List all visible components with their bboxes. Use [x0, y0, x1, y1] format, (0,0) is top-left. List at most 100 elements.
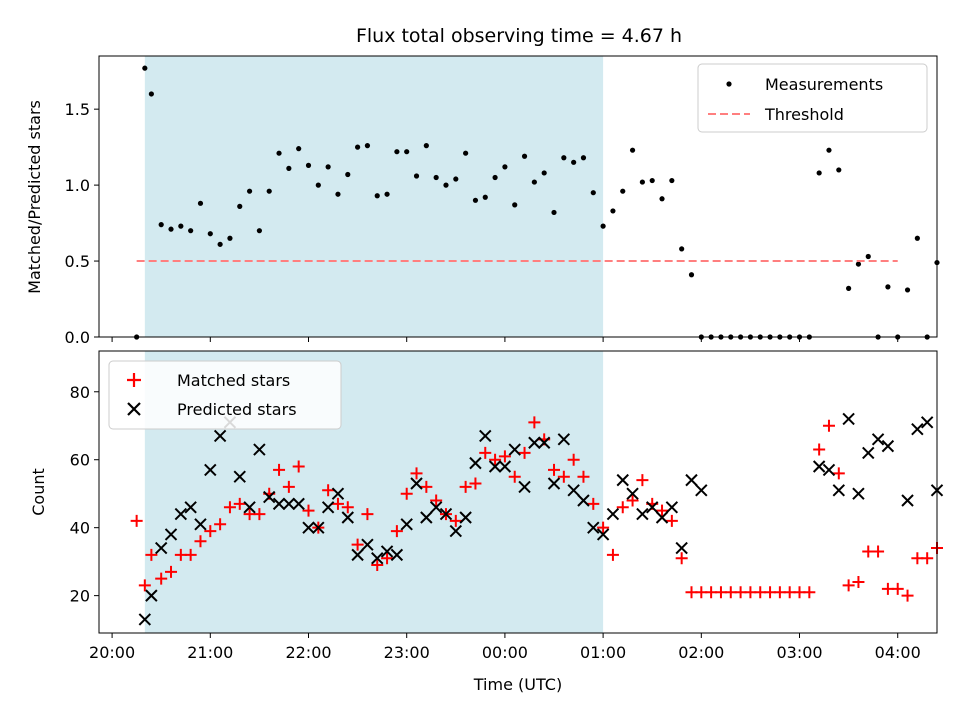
x-tick-label: 00:00: [482, 643, 528, 662]
matched-star-point: [253, 508, 266, 521]
matched-star-point: [449, 514, 462, 527]
measurement-point: [571, 159, 577, 165]
measurement-point: [561, 155, 567, 161]
measurement-point: [315, 182, 321, 188]
predicted-star-point: [557, 433, 571, 446]
predicted-star-point: [282, 497, 296, 511]
measurement-point: [463, 150, 469, 156]
matched-star-point: [616, 501, 629, 514]
y-tick-label: 0.0: [65, 328, 90, 347]
measurement-point: [296, 146, 302, 152]
matched-star-point: [430, 494, 443, 507]
matched-star-point: [341, 501, 354, 514]
measurement-point: [620, 188, 626, 194]
y-tick-label: 1.5: [65, 100, 90, 119]
measurement-point: [816, 170, 822, 176]
y-tick-label: 40: [70, 519, 90, 538]
predicted-star-point: [243, 501, 256, 514]
matched-star-point: [400, 487, 413, 500]
predicted-star-point: [400, 518, 413, 531]
legend-measurements-label: Measurements: [765, 75, 883, 94]
predicted-star-point: [321, 501, 335, 514]
top-y-axis-label: Matched/Predicted stars: [25, 100, 44, 294]
matched-star-point: [130, 514, 143, 527]
x-tick-label: 03:00: [776, 643, 822, 662]
legend-matched-marker: [127, 373, 141, 387]
predicted-star-point: [812, 460, 826, 473]
measurement-point: [227, 235, 233, 241]
predicted-star-point: [626, 487, 639, 500]
measurement-point: [482, 194, 488, 200]
matched-star-point: [587, 497, 600, 510]
measurement-point: [266, 188, 272, 194]
measurement-point: [246, 188, 253, 194]
matched-star-point: [921, 552, 934, 565]
measurement-point: [394, 149, 400, 155]
predicted-star-point: [655, 511, 669, 524]
matched-star-point: [469, 477, 482, 490]
predicted-star-point: [587, 521, 600, 534]
measurement-point: [286, 165, 292, 171]
y-tick-label: 20: [70, 587, 90, 606]
measurement-point: [325, 164, 331, 170]
matched-star-point: [322, 484, 335, 497]
matched-star-point: [331, 497, 344, 510]
matched-star-point: [852, 576, 865, 589]
measurement-point: [148, 91, 154, 97]
predicted-star-point: [675, 541, 688, 555]
y-tick-label: 80: [70, 383, 90, 402]
predicted-star-point: [646, 501, 659, 514]
matched-star-point: [302, 504, 315, 517]
measurement-point: [492, 174, 498, 181]
x-tick-label: 21:00: [187, 643, 233, 662]
predicted-star-point: [508, 443, 521, 456]
measurement-point: [521, 153, 528, 159]
predicted-star-point: [253, 443, 266, 456]
measurement-point: [276, 150, 282, 156]
measurement-point: [345, 171, 351, 178]
matched-star-point: [557, 470, 570, 483]
measurement-point: [384, 191, 390, 197]
measurement-point: [904, 287, 911, 293]
measurement-point: [472, 197, 479, 203]
matched-star-point: [842, 579, 855, 592]
measurement-point: [443, 182, 449, 188]
bottom-series-layer: [130, 412, 944, 626]
matched-star-point: [479, 446, 492, 459]
predicted-star-point: [420, 511, 433, 524]
predicted-star-point: [920, 416, 934, 429]
predicted-star-point: [449, 524, 463, 538]
x-tick-label: 04:00: [875, 643, 921, 662]
measurement-point: [865, 253, 871, 260]
predicted-star-point: [263, 490, 276, 504]
matched-star-point: [223, 501, 236, 514]
measurement-point: [168, 226, 174, 232]
predicted-star-point: [302, 521, 315, 534]
measurement-point: [885, 284, 891, 290]
predicted-star-point: [479, 429, 492, 443]
y-tick-label: 60: [70, 451, 90, 470]
predicted-star-point: [911, 422, 924, 436]
measurement-point: [364, 143, 371, 149]
top-legend-box: [697, 63, 928, 133]
matched-star-point: [204, 525, 217, 538]
bottom-legend: Matched stars Predicted stars: [108, 360, 342, 430]
measurement-point: [217, 241, 223, 247]
measurement-point: [404, 149, 410, 155]
top-x-ticks: [111, 337, 899, 342]
legend-predicted-label: Predicted stars: [177, 400, 297, 419]
predicted-star-point: [174, 507, 188, 521]
y-tick-label: 1.0: [65, 176, 90, 195]
matched-star-point: [390, 525, 403, 538]
predicted-star-point: [371, 552, 384, 565]
matched-star-point: [813, 443, 826, 456]
predicted-star-point: [822, 463, 836, 477]
predicted-star-point: [616, 473, 629, 487]
matched-star-point: [165, 565, 178, 578]
matched-star-point: [459, 480, 472, 493]
matched-star-point: [420, 480, 433, 493]
matched-star-point: [626, 494, 639, 507]
predicted-star-point: [832, 484, 846, 497]
predicted-star-point: [292, 497, 305, 511]
